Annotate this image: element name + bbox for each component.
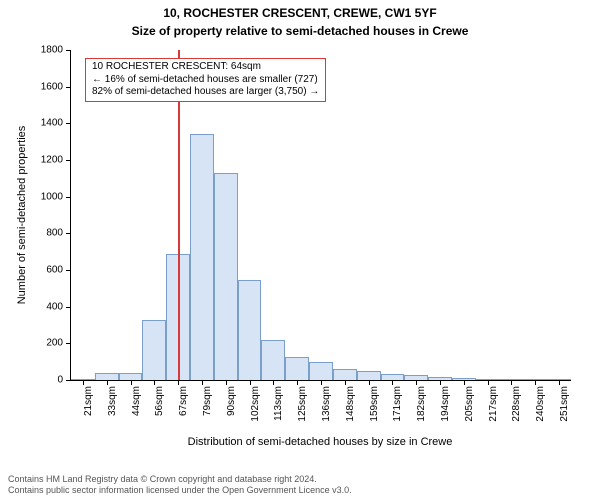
- y-tick-label: 1600: [41, 81, 71, 92]
- x-tick-label: 159sqm: [369, 386, 380, 422]
- x-tick-label: 33sqm: [107, 386, 118, 416]
- x-tick-label: 125sqm: [297, 386, 308, 422]
- x-tick-label: 79sqm: [202, 386, 213, 416]
- histogram-bar: [285, 357, 309, 380]
- x-tick-label: 217sqm: [488, 386, 499, 422]
- histogram-bar: [95, 373, 119, 380]
- x-tick-label: 21sqm: [83, 386, 94, 416]
- x-tick-label: 67sqm: [178, 386, 189, 416]
- histogram-bar: [333, 369, 357, 380]
- x-tick-label: 44sqm: [131, 386, 142, 416]
- histogram-bar: [142, 320, 166, 380]
- histogram-bar: [309, 362, 333, 380]
- y-tick-label: 1800: [41, 45, 71, 56]
- y-tick-label: 400: [46, 301, 71, 312]
- histogram-bar: [119, 373, 143, 380]
- y-tick-label: 1000: [41, 191, 71, 202]
- y-tick-label: 600: [46, 265, 71, 276]
- info-box: 10 ROCHESTER CRESCENT: 64sqm← 16% of sem…: [85, 58, 326, 102]
- histogram-bar: [357, 371, 381, 380]
- x-tick-label: 56sqm: [154, 386, 165, 416]
- histogram-bar: [190, 134, 214, 380]
- x-tick-label: 113sqm: [273, 386, 284, 421]
- x-axis-label: Distribution of semi-detached houses by …: [188, 436, 453, 448]
- y-tick-label: 200: [46, 338, 71, 349]
- attribution-footer: Contains HM Land Registry data © Crown c…: [8, 474, 352, 496]
- x-tick-label: 182sqm: [416, 386, 427, 422]
- x-tick-label: 136sqm: [321, 386, 332, 422]
- chart-container: { "title": { "line1": "10, ROCHESTER CRE…: [0, 0, 600, 500]
- y-tick-label: 1200: [41, 155, 71, 166]
- info-box-line: ← 16% of semi-detached houses are smalle…: [92, 74, 319, 87]
- y-tick-label: 1400: [41, 118, 71, 129]
- histogram-bar: [261, 340, 285, 380]
- x-tick-label: 102sqm: [250, 386, 261, 422]
- footer-line-1: Contains HM Land Registry data © Crown c…: [8, 474, 352, 485]
- x-tick-label: 171sqm: [392, 386, 403, 422]
- histogram-bar: [238, 280, 262, 380]
- x-tick-label: 194sqm: [440, 386, 451, 422]
- info-box-line: 10 ROCHESTER CRESCENT: 64sqm: [92, 61, 319, 74]
- y-axis-label: Number of semi-detached properties: [16, 126, 28, 305]
- info-box-line: 82% of semi-detached houses are larger (…: [92, 86, 319, 99]
- x-tick-label: 148sqm: [345, 386, 356, 422]
- chart-title-1: 10, ROCHESTER CRESCENT, CREWE, CW1 5YF: [0, 6, 600, 20]
- histogram-bar: [214, 173, 238, 380]
- x-tick-label: 90sqm: [226, 386, 237, 416]
- x-tick-label: 228sqm: [511, 386, 522, 422]
- x-tick-label: 240sqm: [535, 386, 546, 422]
- footer-line-2: Contains public sector information licen…: [8, 485, 352, 496]
- x-tick-label: 205sqm: [464, 386, 475, 422]
- x-tick-label: 251sqm: [559, 386, 570, 422]
- chart-title-2: Size of property relative to semi-detach…: [0, 24, 600, 38]
- y-tick-label: 0: [57, 375, 71, 386]
- y-tick-label: 800: [46, 228, 71, 239]
